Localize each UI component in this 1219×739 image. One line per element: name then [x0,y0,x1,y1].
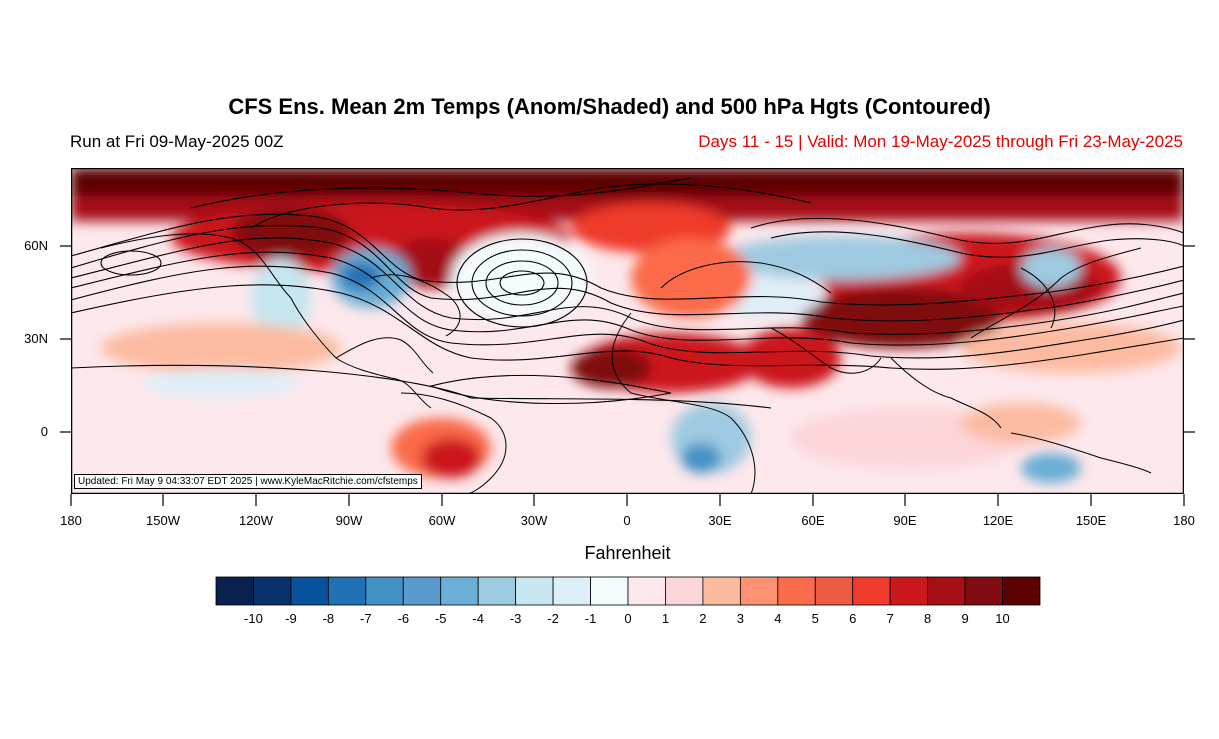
x-tick-label: 0 [623,513,631,528]
colorbar-swatch [402,576,442,606]
colorbar-label: -5 [434,611,447,626]
colorbar-label: -8 [322,611,335,626]
x-tick-label: 150W [146,513,180,528]
colorbar-label: -4 [472,611,484,626]
x-tick-label: 120E [982,513,1014,528]
x-tick-label: 180 [60,513,82,528]
colorbar-swatch [889,576,929,606]
x-tick-label: 30W [520,513,548,528]
colorbar-label: 6 [849,611,857,626]
colorbar-swatch [964,576,1003,606]
colorbar-swatch [814,576,854,606]
chart-title: CFS Ens. Mean 2m Temps (Anom/Shaded) and… [228,94,991,119]
colorbar-swatch [327,576,367,606]
colorbar-swatch [852,576,891,606]
colorbar-swatch [215,576,254,606]
colorbar-label: 2 [699,611,707,626]
colorbar-swatch [590,576,629,606]
x-tick-label: 150E [1075,513,1107,528]
x-tick-label: 90W [335,513,363,528]
y-tick-label: 0 [40,424,48,439]
colorbar-swatch [515,576,554,606]
colorbar-label: 0 [624,611,632,626]
x-tick-label: 180 [1173,513,1195,528]
colorbar-label: 3 [736,611,744,626]
colorbar-label: -10 [244,611,263,626]
anomaly-map [71,168,1184,494]
colorbar-label: 5 [811,611,819,626]
y-tick-label: 60N [24,238,48,253]
colorbar-label: -2 [547,611,559,626]
colorbar-label: -9 [285,611,297,626]
x-tick-label: 60W [428,513,456,528]
updated-note: Updated: Fri May 9 04:33:07 EDT 2025 | w… [74,474,422,489]
x-tick-label: 120W [239,513,273,528]
temperature-anomaly-shading [71,168,1184,483]
colorbar-swatch [477,576,517,606]
colorbar-label: -6 [397,611,410,626]
colorbar-swatch [365,576,404,606]
colorbar-swatch [627,576,666,606]
colorbar-swatch [253,576,292,606]
colorbar-label: -7 [360,611,372,626]
colorbar-swatch [777,576,816,606]
valid-period-label: Days 11 - 15 | Valid: Mon 19-May-2025 th… [698,132,1183,151]
x-tick-label: 30E [708,513,732,528]
colorbar-label: 10 [995,611,1010,626]
y-tick-label: 30N [24,331,48,346]
colorbar-label: -1 [584,611,597,626]
coastlines [100,233,1152,494]
colorbar [215,576,1041,606]
colorbar-swatch [702,576,741,606]
units-label: Fahrenheit [584,543,671,563]
colorbar-swatch [1002,576,1041,606]
x-tick-label: 60E [801,513,825,528]
colorbar-swatch [739,576,779,606]
colorbar-label: 1 [661,611,670,626]
colorbar-swatch [665,576,704,606]
colorbar-swatch [927,576,966,606]
colorbar-label: 4 [774,611,782,626]
colorbar-label: -3 [509,611,522,626]
colorbar-swatch [290,576,329,606]
x-tick-label: 90E [893,513,917,528]
colorbar-label: 9 [961,611,969,626]
colorbar-label: 8 [924,611,932,626]
colorbar-label: 7 [886,611,894,626]
colorbar-swatch [440,576,479,606]
height-contours [71,177,1184,409]
run-time-label: Run at Fri 09-May-2025 00Z [70,132,284,151]
colorbar-swatch [552,576,591,606]
